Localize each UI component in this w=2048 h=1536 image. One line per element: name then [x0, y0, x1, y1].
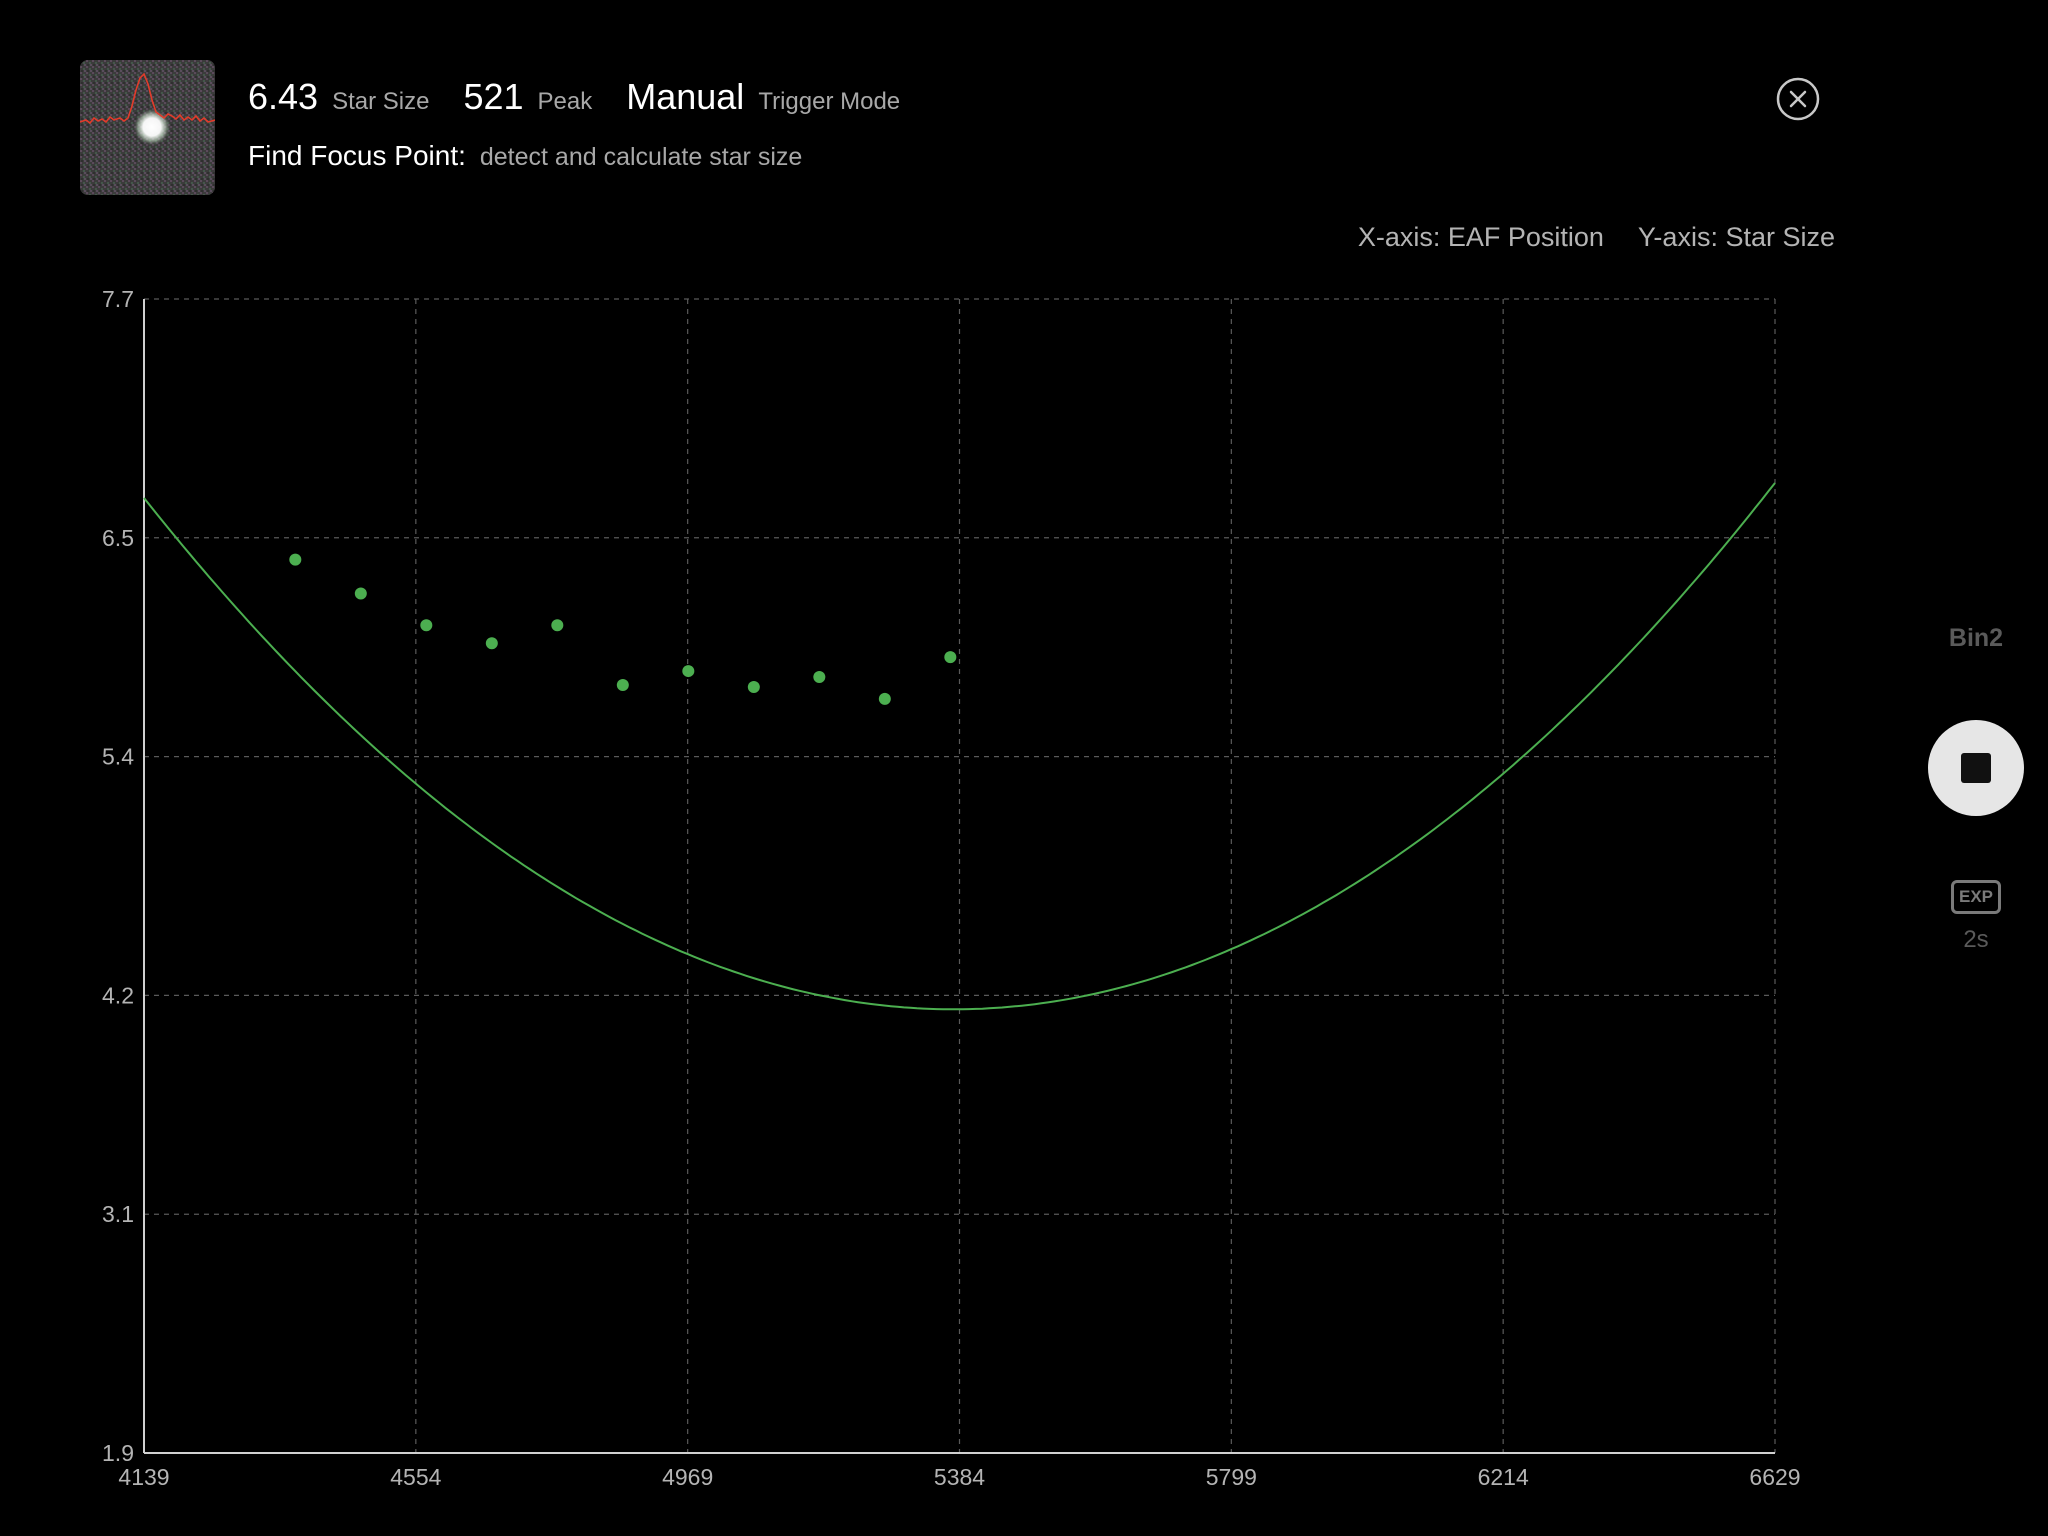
- data-point: [354, 587, 367, 600]
- bin-label: Bin2: [1948, 624, 2004, 652]
- x-tick-label: 6629: [1749, 1464, 1800, 1490]
- close-circle-icon: [1776, 77, 1820, 121]
- chart-fit-curve: [143, 482, 1776, 1011]
- chart-grid: [144, 298, 1776, 1453]
- x-axis-info: X-axis: EAF Position: [1357, 222, 1604, 252]
- chart-axes: [143, 299, 1775, 1454]
- task-title: Find Focus Point:: [248, 140, 466, 171]
- data-point: [616, 678, 629, 691]
- star-profile-thumbnail-image: [80, 60, 215, 195]
- stop-icon: [1961, 753, 1991, 783]
- chart-tick-labels: 4139 4554 4969 5384 5799 6214 6629 1.9 3.1 4.2 5.4…: [102, 286, 1801, 1490]
- task-line: Find Focus Point: detect and calculate s…: [248, 140, 802, 172]
- data-point: [878, 692, 891, 705]
- close-button[interactable]: [1776, 77, 1820, 121]
- exposure-button[interactable]: EXP: [1951, 880, 2001, 914]
- data-point: [813, 671, 826, 684]
- y-tick-label: 5.4: [102, 744, 134, 770]
- trigger-mode-label: Trigger Mode: [758, 88, 901, 115]
- exposure-value-text: 2s: [1963, 926, 1989, 953]
- y-axis-info: Y-axis: Star Size: [1637, 222, 1835, 252]
- data-point: [551, 619, 564, 632]
- y-tick-label: 7.7: [102, 286, 134, 312]
- stop-button[interactable]: [1928, 720, 2024, 816]
- fit-curve-line: [143, 482, 1776, 1011]
- x-tick-label: 4554: [390, 1464, 441, 1490]
- star-thumbnail: [80, 60, 215, 195]
- exp-label: EXP: [1958, 887, 1994, 906]
- data-point: [289, 553, 302, 566]
- star-size-label: Star Size: [332, 88, 430, 115]
- data-point: [485, 637, 498, 650]
- x-tick-label: 4139: [118, 1464, 169, 1490]
- peak-label: Peak: [537, 88, 593, 115]
- y-tick-label: 1.9: [102, 1440, 134, 1466]
- task-description: detect and calculate star size: [479, 143, 803, 171]
- trigger-mode-value: Manual: [626, 76, 745, 117]
- peak-value: 521: [463, 76, 524, 117]
- x-tick-label: 6214: [1478, 1464, 1529, 1490]
- header-stats: 6.43 Star Size 521 Peak Manual Trigger M…: [248, 76, 934, 118]
- data-point: [944, 651, 957, 664]
- y-tick-label: 3.1: [102, 1201, 134, 1227]
- y-tick-label: 6.5: [102, 525, 134, 551]
- x-tick-label: 5799: [1206, 1464, 1257, 1490]
- data-point: [420, 619, 433, 632]
- x-tick-label: 4969: [662, 1464, 713, 1490]
- data-point: [682, 665, 695, 678]
- data-point: [747, 680, 760, 693]
- chart-points: [289, 553, 957, 705]
- x-tick-label: 5384: [934, 1464, 985, 1490]
- axis-info: X-axis: EAF Position Y-axis: Star Size: [1358, 222, 1835, 253]
- star-size-value: 6.43: [248, 76, 319, 117]
- y-tick-label: 4.2: [102, 982, 134, 1008]
